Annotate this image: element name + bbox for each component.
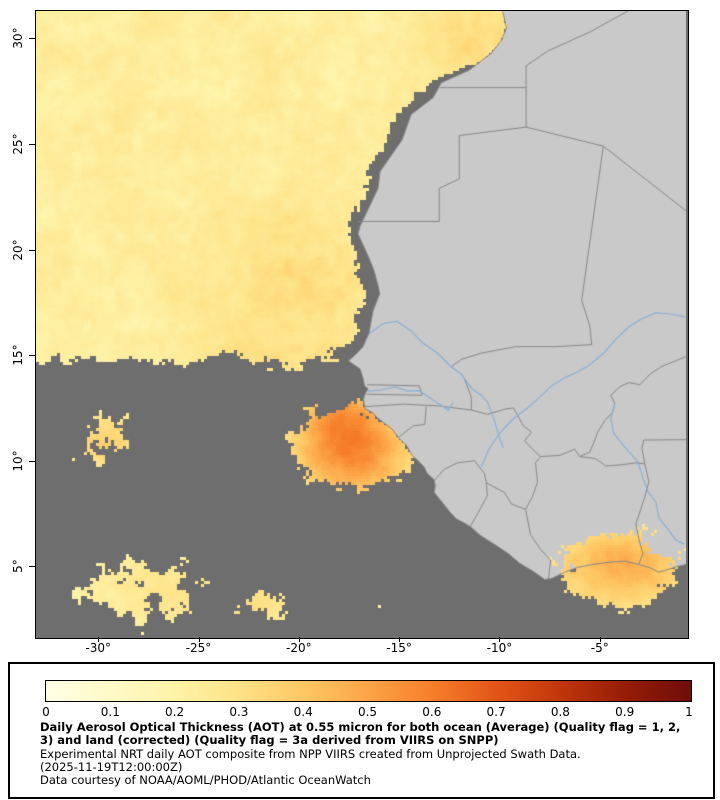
colorbar-tick-label: 0.1 [100, 705, 120, 719]
y-tick-mark [29, 460, 35, 462]
legend-credit: Data courtesy of NOAA/AOML/PHOD/Atlantic… [40, 773, 371, 787]
x-tick-mark [198, 637, 200, 642]
y-tick-label: 15° [11, 344, 25, 366]
x-tick-mark [599, 637, 601, 642]
y-tick-mark [29, 144, 35, 146]
x-tick-mark [399, 637, 401, 642]
colorbar-tick-label: 0.4 [293, 705, 313, 719]
colorbar-tick-label: 0.9 [615, 705, 635, 719]
y-tick-mark [29, 566, 35, 568]
y-tick-label: 10° [11, 450, 25, 472]
colorbar-tick-label: 0.2 [165, 705, 185, 719]
x-tick-label: -15° [386, 641, 412, 655]
colorbar-tick-label: 0.5 [357, 705, 378, 719]
x-tick-mark [98, 637, 100, 642]
x-tick-mark [499, 637, 501, 642]
map-frame [35, 10, 689, 639]
y-tick-mark [29, 355, 35, 357]
y-tick-mark [29, 38, 35, 40]
x-tick-label: -25° [185, 641, 212, 655]
y-tick-mark [29, 249, 35, 251]
y-tick-label: 5° [11, 559, 25, 574]
x-tick-label: -20° [285, 641, 312, 655]
x-tick-label: -30° [85, 641, 111, 655]
aot-map-canvas [36, 11, 686, 636]
y-tick-label: 30° [11, 27, 25, 50]
colorbar-gradient [45, 680, 692, 702]
colorbar-tick-label: 0.8 [550, 705, 570, 719]
colorbar-tick-label: 1 [685, 705, 693, 719]
legend-subtitle: Experimental NRT daily AOT composite fro… [40, 747, 581, 761]
y-tick-label: 20° [11, 238, 25, 261]
colorbar-tick-label: 0.3 [229, 705, 249, 719]
legend-box: 0 0.1 0.2 0.3 0.4 0.5 0.6 0.7 0.8 0.9 1 Daily Aero… [8, 662, 715, 799]
colorbar-tick-label: 0.7 [486, 705, 506, 719]
y-tick-label: 25° [11, 133, 25, 155]
legend-title: Daily Aerosol Optical Thickness (AOT) at… [40, 720, 681, 747]
legend-timestamp: (2025-11-19T12:00:00Z) [40, 760, 183, 774]
colorbar-tick-label: 0.6 [422, 705, 442, 719]
x-tick-label: -5° [590, 641, 609, 655]
colorbar-tick-label: 0 [42, 705, 50, 719]
x-tick-mark [298, 637, 300, 642]
x-tick-label: -10° [486, 641, 513, 655]
